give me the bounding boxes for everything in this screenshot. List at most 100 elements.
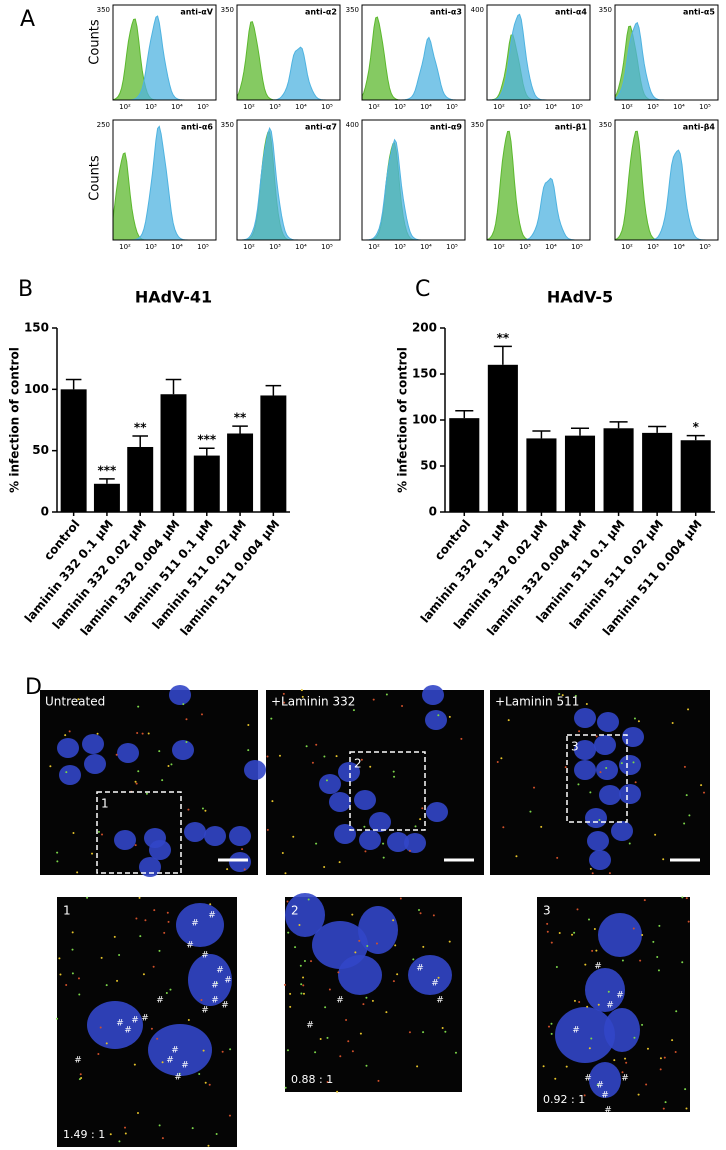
virus-marker: # [166, 1056, 174, 1066]
signal-dot [662, 1107, 665, 1110]
chart-title: HAdV-5 [547, 288, 613, 307]
signal-dot [58, 957, 61, 960]
nucleus [622, 727, 644, 747]
signal-dot [71, 948, 74, 951]
nucleus [426, 802, 448, 822]
signal-dot [547, 1025, 550, 1028]
signal-dot [105, 1042, 108, 1045]
nucleus [589, 850, 611, 870]
nucleus [285, 893, 325, 937]
signal-dot [437, 714, 440, 717]
x-tick-label: 10⁴ [673, 103, 685, 111]
signal-dot [300, 983, 303, 986]
signal-dot [49, 765, 52, 768]
panel-letter: B [18, 277, 33, 302]
signal-dot [362, 1003, 365, 1006]
x-tick-label: 10⁵ [699, 103, 711, 111]
signal-dot [97, 1052, 100, 1055]
signal-dot [502, 826, 505, 829]
signal-dot [209, 903, 212, 906]
virus-marker: # [186, 941, 194, 951]
signal-dot [289, 992, 292, 995]
signal-dot [158, 949, 161, 952]
signal-dot [392, 980, 395, 983]
signal-dot [271, 800, 274, 803]
signal-dot [571, 933, 574, 936]
virus-marker: # [224, 976, 232, 986]
signal-dot [65, 771, 68, 774]
signal-dot [161, 1137, 164, 1140]
x-tick-label: 10⁴ [545, 103, 557, 111]
signal-dot [105, 984, 108, 987]
signal-dot [326, 1036, 329, 1039]
signal-dot [136, 1111, 139, 1114]
signal-dot [412, 958, 415, 961]
nucleus [574, 760, 596, 780]
x-tick-label: 10³ [269, 103, 281, 111]
bar [680, 440, 711, 512]
nucleus [338, 762, 360, 782]
signal-dot [319, 1037, 322, 1040]
signal-dot [241, 848, 244, 851]
signal-dot [202, 1049, 205, 1052]
region-box [566, 734, 628, 823]
signal-dot [590, 1037, 593, 1040]
signal-dot [243, 868, 246, 871]
significance-label: ** [134, 420, 147, 434]
signal-dot [681, 961, 684, 964]
signal-dot [150, 1027, 153, 1030]
signal-dot [437, 976, 440, 979]
zoom-label: 1 [63, 904, 71, 918]
signal-dot [139, 935, 142, 938]
signal-dot [286, 1049, 289, 1052]
nucleus [148, 1024, 212, 1076]
signal-dot [542, 1065, 545, 1068]
nucleus [358, 906, 398, 954]
y-tick-label: 100 [412, 413, 437, 427]
signal-dot [507, 719, 510, 722]
signal-dot [284, 1086, 287, 1089]
nucleus [184, 822, 206, 842]
x-tick-label: 10² [119, 243, 131, 251]
signal-dot [657, 969, 660, 972]
signal-dot [496, 760, 499, 763]
signal-dot [305, 745, 308, 748]
signal-dot [137, 705, 140, 708]
y-max-label: 350 [346, 6, 359, 14]
x-tick-label: 10³ [145, 243, 157, 251]
bar [160, 394, 187, 512]
signal-dot [101, 833, 104, 836]
plot-frame [361, 119, 466, 241]
signal-dot [311, 761, 314, 764]
signal-dot [187, 1019, 190, 1022]
signal-dot [637, 1093, 640, 1096]
nucleus [188, 954, 232, 1006]
signal-dot [595, 949, 598, 952]
virus-marker: # [431, 979, 439, 989]
nucleus [59, 765, 81, 785]
x-tick-label: 10⁴ [295, 243, 307, 251]
signal-dot [302, 976, 305, 979]
signal-dot [100, 956, 103, 959]
y-tick-label: 200 [412, 321, 437, 335]
signal-dot [201, 807, 204, 810]
nucleus [594, 735, 616, 755]
histogram [362, 138, 465, 241]
x-tick-label: 10² [368, 103, 380, 111]
y-tick-label: 50 [420, 459, 437, 473]
signal-dot [323, 755, 326, 758]
virus-marker: # [131, 1016, 139, 1026]
y-tick-label: 0 [41, 505, 49, 519]
virus-marker: # [604, 1106, 612, 1116]
signal-dot [161, 1061, 164, 1064]
nucleus [87, 1001, 143, 1049]
plot-frame [236, 119, 341, 241]
x-tick-label: 10⁴ [673, 243, 685, 251]
nucleus [597, 712, 619, 732]
histogram-label: anti-α3 [430, 8, 462, 17]
signal-dot [326, 1081, 329, 1084]
virus-marker: # [211, 996, 219, 1006]
signal-dot [182, 703, 185, 706]
nucleus [598, 913, 642, 957]
signal-dot [564, 766, 567, 769]
